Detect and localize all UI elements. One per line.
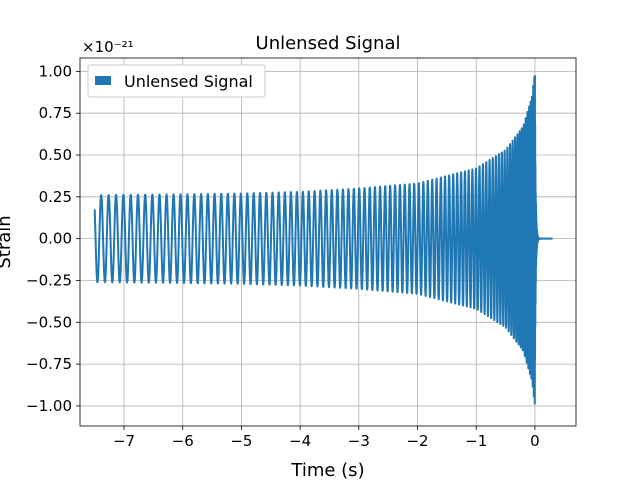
y-tick-label: 0.00 bbox=[39, 230, 72, 248]
y-tick-label: 0.25 bbox=[39, 188, 72, 206]
legend: Unlensed Signal bbox=[87, 64, 266, 98]
y-axis-label: Strain bbox=[0, 215, 15, 268]
x-tick-label: −4 bbox=[289, 432, 311, 450]
x-tick-label: −2 bbox=[406, 432, 428, 450]
y-tick-label: 0.50 bbox=[39, 146, 72, 164]
y-scale-label: ×10⁻²¹ bbox=[82, 38, 134, 56]
chart-title: Unlensed Signal bbox=[256, 33, 401, 54]
x-tick-label: −5 bbox=[230, 432, 252, 450]
y-tick-label: −0.50 bbox=[26, 313, 72, 331]
y-tick-label: 1.00 bbox=[39, 62, 72, 80]
legend-label: Unlensed Signal bbox=[124, 72, 253, 91]
x-tick-label: −3 bbox=[348, 432, 370, 450]
x-tick-label: 0 bbox=[530, 432, 540, 450]
x-axis-ticks: −7 −6 −5 −4 −3 −2 −1 0 bbox=[113, 426, 540, 450]
y-axis-ticks: −1.00 −0.75 −0.50 −0.25 0.00 0.25 0.50 0.75 1.00 bbox=[26, 62, 80, 415]
x-axis-label: Time (s) bbox=[290, 460, 364, 480]
x-tick-label: −7 bbox=[113, 432, 135, 450]
y-tick-label: −0.25 bbox=[26, 271, 72, 289]
legend-box bbox=[87, 64, 266, 98]
legend-swatch bbox=[95, 76, 111, 85]
series-line-unlensed-signal bbox=[93, 75, 554, 405]
plot-frame bbox=[79, 57, 577, 427]
x-tick-label: −1 bbox=[465, 432, 487, 450]
y-tick-label: −1.00 bbox=[26, 397, 72, 415]
y-tick-label: −0.75 bbox=[26, 355, 72, 373]
x-tick-label: −6 bbox=[172, 432, 194, 450]
y-tick-label: 0.75 bbox=[39, 104, 72, 122]
